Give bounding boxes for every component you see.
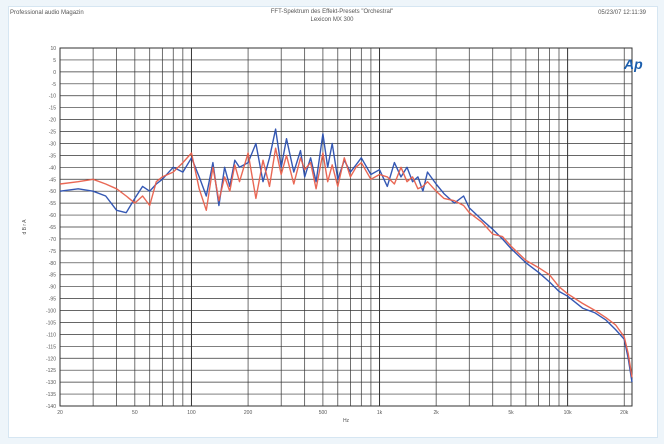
y-tick-label: -110 (46, 332, 56, 338)
y-tick-label: -85 (49, 273, 56, 279)
y-tick-label: -115 (46, 344, 56, 350)
x-tick-label: 100 (187, 410, 196, 416)
x-tick-label: 50 (132, 410, 138, 416)
x-tick-label: 500 (319, 410, 328, 416)
y-tick-label: -60 (49, 213, 56, 219)
y-tick-label: -90 (49, 285, 56, 291)
y-tick-label: -15 (49, 106, 56, 112)
x-tick-label: 10k (564, 410, 573, 416)
y-tick-label: -100 (46, 309, 56, 315)
x-axis-label: Hz (343, 418, 350, 424)
header-left-text: Professional audio Magazin (10, 10, 84, 16)
y-tick-label: -40 (49, 165, 56, 171)
y-tick-label: -130 (46, 380, 56, 386)
series-line-2 (59, 147, 633, 378)
ap-logo-icon: Ap (623, 56, 643, 72)
y-tick-label: -125 (46, 368, 56, 374)
y-tick-label: 0 (53, 70, 56, 76)
y-tick-label: -50 (49, 189, 56, 195)
y-tick-label: -45 (49, 177, 56, 183)
y-tick-label: -105 (46, 320, 56, 326)
y-tick-label: -55 (49, 201, 56, 207)
y-tick-label: -120 (46, 356, 56, 362)
y-tick-label: -30 (49, 141, 56, 147)
y-tick-label: -80 (49, 261, 56, 267)
x-tick-label: 200 (244, 410, 253, 416)
y-tick-label: 5 (53, 58, 56, 64)
y-tick-label: -140 (46, 404, 56, 410)
header-timestamp: 05/23/07 12:11:39 (598, 10, 646, 16)
y-tick-label: -10 (49, 94, 56, 100)
y-tick-label: -65 (49, 225, 56, 231)
y-tick-label: -35 (49, 153, 56, 159)
y-tick-label: -25 (49, 130, 56, 136)
y-tick-label: -75 (49, 249, 56, 255)
ap-logo-text: Ap (623, 56, 643, 72)
y-tick-label: 10 (50, 46, 56, 52)
x-tick-label: 1k (377, 410, 383, 416)
x-tick-label: 5k (508, 410, 514, 416)
y-tick-label: -70 (49, 237, 56, 243)
x-tick-label: 20k (620, 410, 629, 416)
x-tick-label: 20 (57, 410, 63, 416)
y-axis-label: d B r A (22, 219, 28, 235)
chart-subtitle: Lexicon MX 300 (310, 17, 354, 23)
chart-title: FFT-Spektrum des Effekt-Presets "Orchest… (270, 9, 394, 15)
y-tick-label: -95 (49, 297, 56, 303)
y-tick-label: -5 (52, 82, 57, 88)
chart-title-block: FFT-Spektrum des Effekt-Presets "Orchest… (0, 8, 664, 24)
y-tick-label: -135 (46, 392, 56, 398)
series-line-1 (59, 128, 633, 383)
y-tick-label: -20 (49, 118, 56, 124)
x-tick-label: 2k (434, 410, 440, 416)
